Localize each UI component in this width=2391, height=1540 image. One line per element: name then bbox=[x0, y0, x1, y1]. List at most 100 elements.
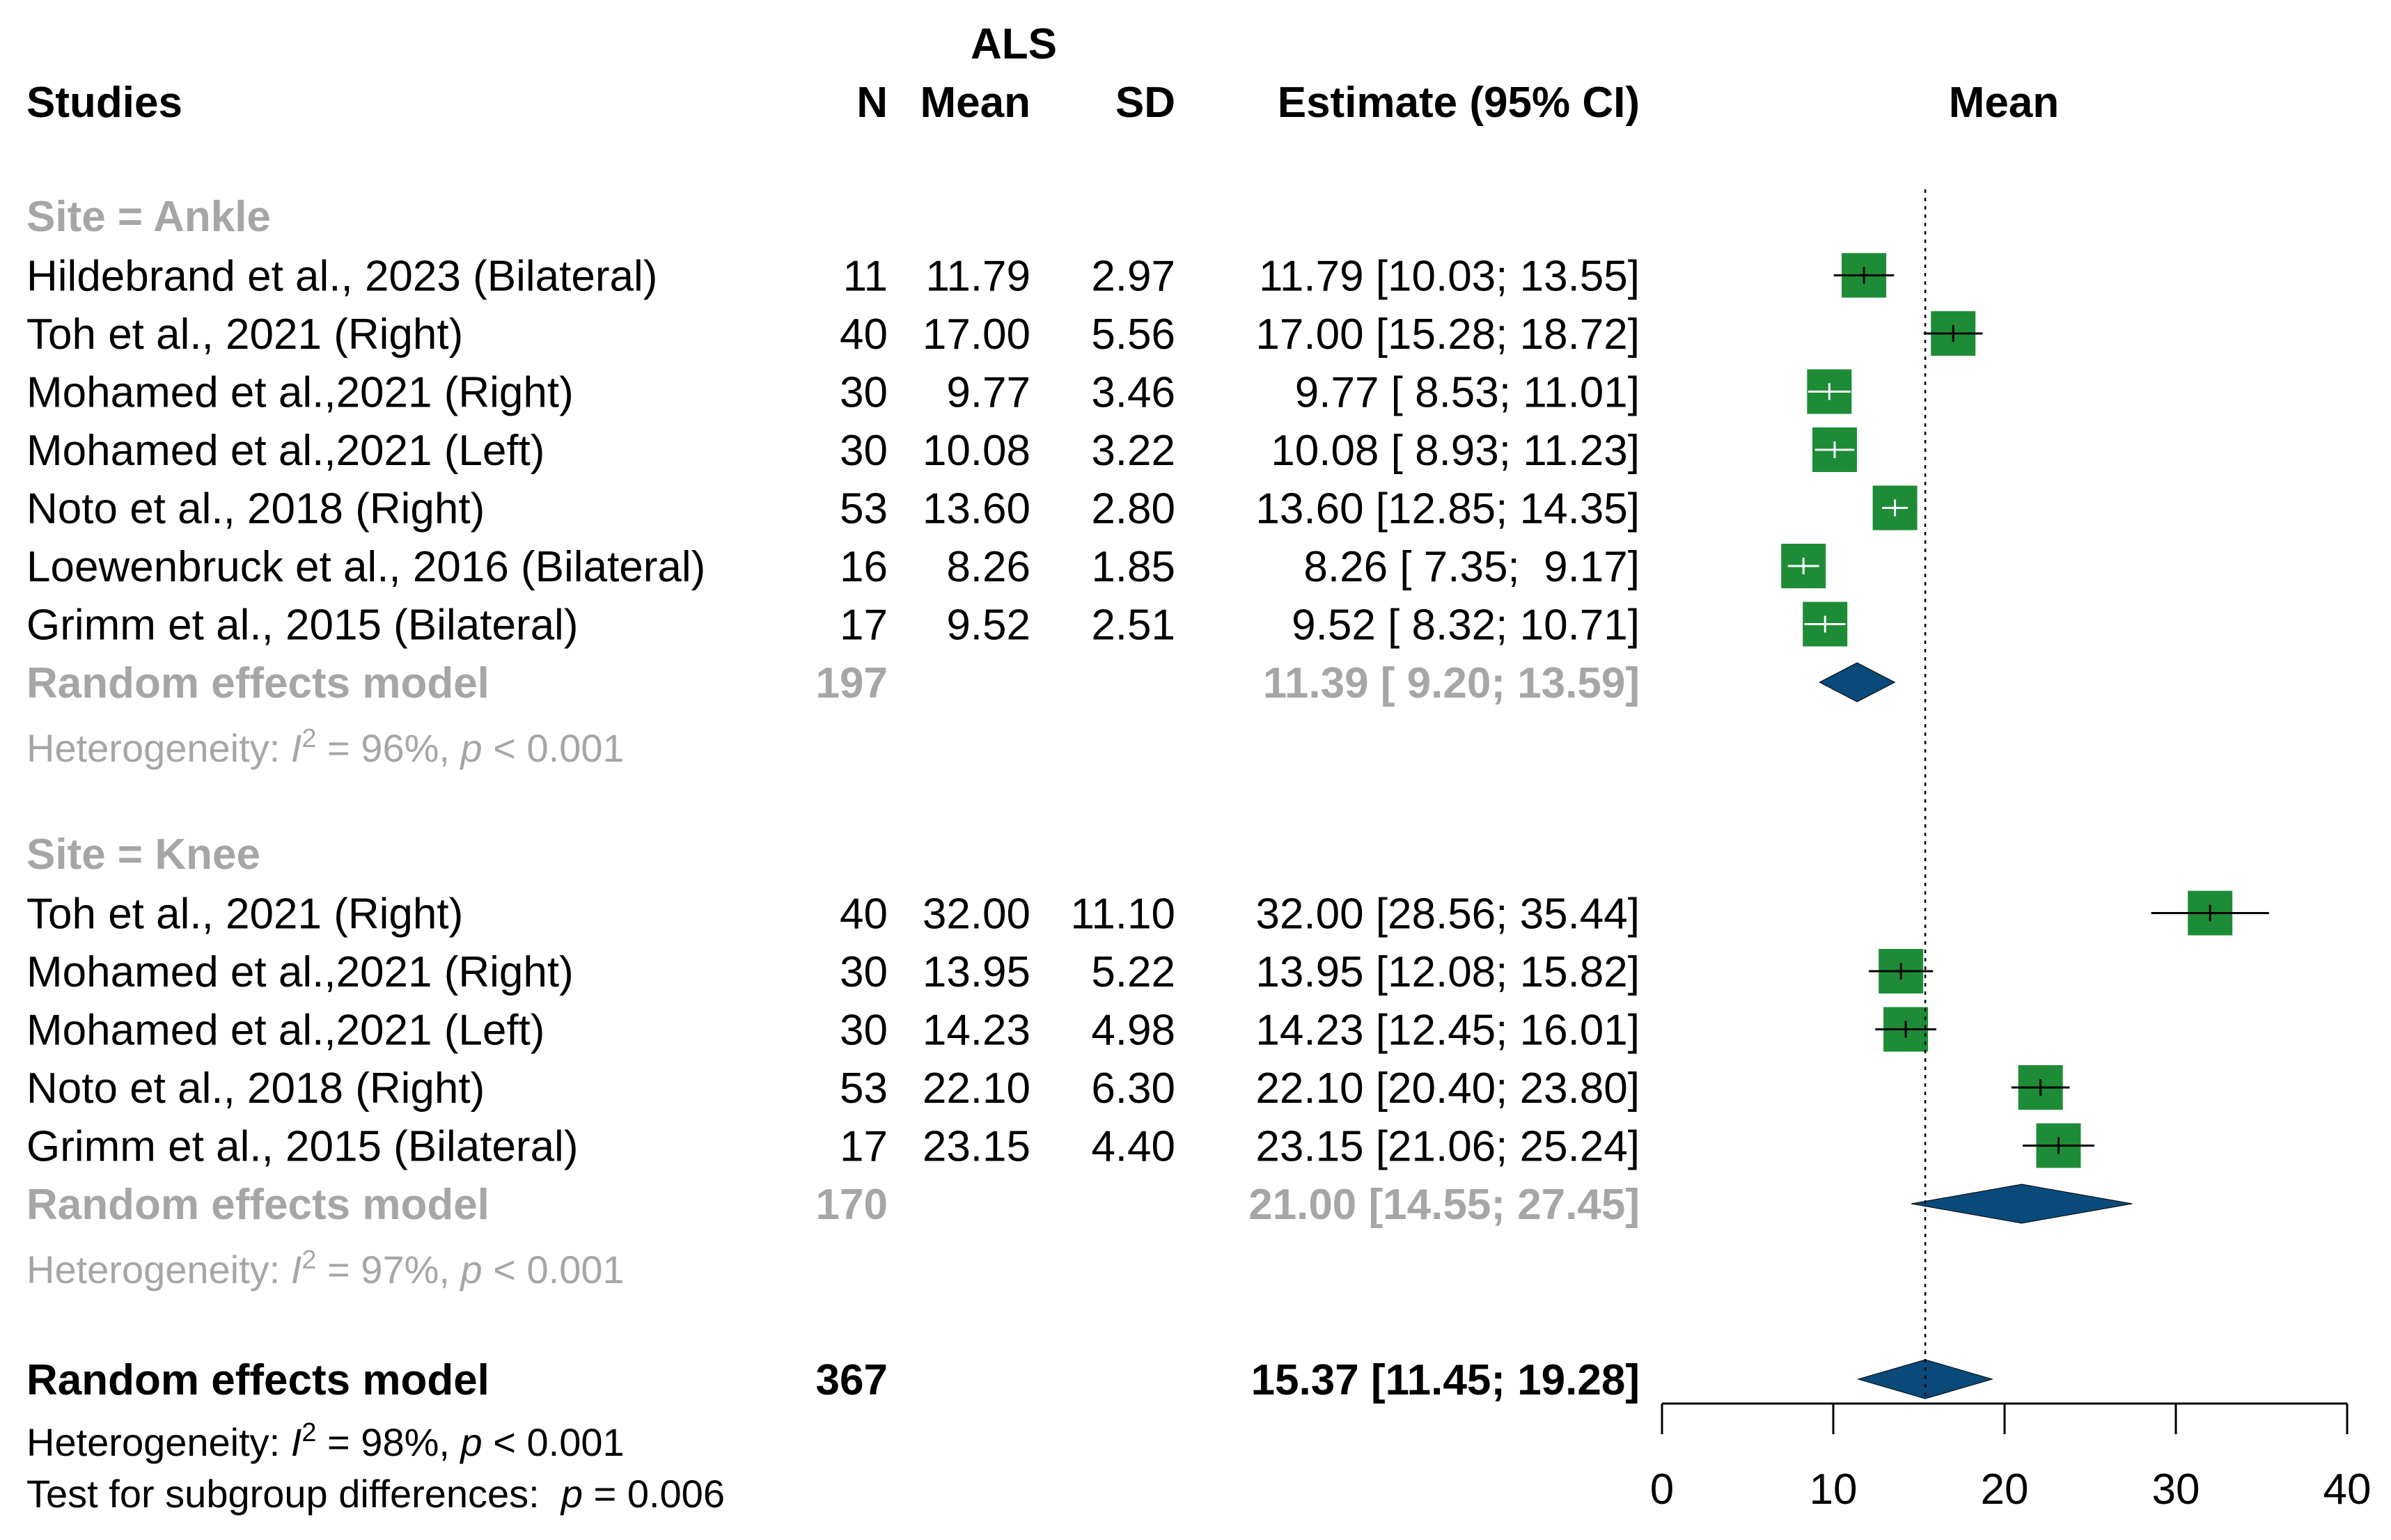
x-tick-label: 30 bbox=[2152, 1466, 2200, 1514]
heterogeneity-sup: 2 bbox=[301, 724, 316, 753]
study-n: 16 bbox=[840, 543, 888, 591]
study-mean: 14.23 bbox=[923, 1007, 1030, 1055]
subgroup-test: Test for subgroup differences: p = 0.006 bbox=[26, 1472, 725, 1516]
subgroup-model-n: 197 bbox=[816, 659, 888, 707]
study-name: Grimm et al., 2015 (Bilateral) bbox=[26, 602, 578, 650]
header-group-label: ALS bbox=[971, 20, 1057, 68]
study-sd: 3.22 bbox=[1091, 427, 1175, 475]
study-estimate: 13.60 [12.85; 14.35] bbox=[1255, 485, 1640, 533]
study-estimate: 13.95 [12.08; 15.82] bbox=[1255, 948, 1640, 996]
heterogeneity-pval: < 0.001 bbox=[483, 1248, 625, 1291]
study-estimate: 14.23 [12.45; 16.01] bbox=[1255, 1007, 1640, 1055]
study-name: Mohamed et al.,2021 (Right) bbox=[26, 948, 574, 996]
study-sd: 3.46 bbox=[1091, 369, 1175, 417]
study-mean: 17.00 bbox=[923, 311, 1030, 359]
study-name: Noto et al., 2018 (Right) bbox=[26, 485, 485, 533]
study-name: Noto et al., 2018 (Right) bbox=[26, 1064, 485, 1113]
x-tick-label: 10 bbox=[1810, 1466, 1858, 1514]
x-tick-label: 20 bbox=[1981, 1466, 2029, 1514]
subgroup-heterogeneity: Heterogeneity: I2 = 97%, p < 0.001 bbox=[26, 1246, 625, 1291]
study-n: 17 bbox=[840, 1123, 888, 1171]
subgroup-test-pval: = 0.006 bbox=[583, 1472, 725, 1516]
heterogeneity-sup: 2 bbox=[301, 1418, 316, 1447]
study-name: Grimm et al., 2015 (Bilateral) bbox=[26, 1123, 578, 1171]
overall-heterogeneity: Heterogeneity: I2 = 98%, p < 0.001 bbox=[26, 1418, 625, 1464]
study-mean: 32.00 bbox=[923, 890, 1030, 938]
heterogeneity-value: = 97%, bbox=[316, 1248, 460, 1291]
study-mean: 11.79 bbox=[925, 253, 1030, 301]
study-mean: 23.15 bbox=[923, 1123, 1030, 1171]
subgroup-model-n: 170 bbox=[816, 1181, 888, 1229]
header-estimate: Estimate (95% CI) bbox=[1278, 79, 1640, 127]
subgroup-title: Site = Knee bbox=[26, 831, 260, 879]
header-mean: Mean bbox=[920, 79, 1030, 127]
study-n: 40 bbox=[840, 890, 888, 938]
heterogeneity-p: p bbox=[460, 1420, 483, 1464]
overall-model-n: 367 bbox=[816, 1356, 888, 1404]
subgroup-model-label: Random effects model bbox=[26, 1181, 489, 1229]
header-sd: SD bbox=[1115, 79, 1175, 127]
study-mean: 13.95 bbox=[923, 948, 1030, 996]
study-estimate: 23.15 [21.06; 25.24] bbox=[1255, 1123, 1640, 1171]
subgroup-heterogeneity: Heterogeneity: I2 = 96%, p < 0.001 bbox=[26, 724, 625, 770]
study-n: 30 bbox=[840, 427, 888, 475]
study-sd: 1.85 bbox=[1091, 543, 1175, 591]
subgroup-model-estimate: 21.00 [14.55; 27.45] bbox=[1248, 1181, 1640, 1229]
study-sd: 4.98 bbox=[1091, 1007, 1175, 1055]
plot-area: 0 10 20 30 40 bbox=[1650, 189, 2372, 1514]
overall-model-estimate: 15.37 [11.45; 19.28] bbox=[1251, 1356, 1640, 1404]
heterogeneity-i: I bbox=[291, 726, 302, 770]
heterogeneity-sup: 2 bbox=[301, 1246, 316, 1275]
study-sd: 2.51 bbox=[1091, 602, 1175, 650]
header-n: N bbox=[856, 79, 888, 127]
study-sd: 4.40 bbox=[1091, 1123, 1175, 1171]
study-n: 11 bbox=[843, 253, 888, 301]
study-estimate: 10.08 [ 8.93; 11.23] bbox=[1271, 427, 1640, 475]
study-n: 53 bbox=[840, 1064, 888, 1113]
heterogeneity-i: I bbox=[291, 1248, 302, 1291]
study-estimate: 8.26 [ 7.35; 9.17] bbox=[1303, 543, 1640, 591]
study-sd: 5.56 bbox=[1091, 311, 1175, 359]
study-estimate: 22.10 [20.40; 23.80] bbox=[1255, 1064, 1640, 1113]
study-name: Toh et al., 2021 (Right) bbox=[26, 311, 463, 359]
study-sd: 2.97 bbox=[1091, 253, 1175, 301]
study-name: Mohamed et al.,2021 (Left) bbox=[26, 427, 544, 475]
subgroup-test-p: p bbox=[560, 1472, 583, 1516]
study-n: 30 bbox=[840, 1007, 888, 1055]
table-rows: Site = Ankle Hildebrand et al., 2023 (Bil… bbox=[26, 193, 1640, 1516]
header-studies: Studies bbox=[26, 79, 182, 127]
study-mean: 10.08 bbox=[923, 427, 1030, 475]
subgroup-model-diamond bbox=[1911, 1184, 2133, 1224]
heterogeneity-pval: < 0.001 bbox=[483, 1420, 625, 1464]
subgroup-title: Site = Ankle bbox=[26, 193, 271, 241]
subgroup-test-prefix: Test for subgroup differences: bbox=[26, 1472, 561, 1516]
heterogeneity-prefix: Heterogeneity: bbox=[26, 726, 291, 770]
x-tick-label: 0 bbox=[1650, 1466, 1674, 1514]
heterogeneity-value: = 96%, bbox=[316, 726, 460, 770]
study-sd: 2.80 bbox=[1091, 485, 1175, 533]
heterogeneity-pval: < 0.001 bbox=[483, 726, 625, 770]
study-n: 17 bbox=[840, 602, 888, 650]
study-mean: 22.10 bbox=[923, 1064, 1030, 1113]
study-estimate: 17.00 [15.28; 18.72] bbox=[1255, 311, 1640, 359]
study-mean: 13.60 bbox=[923, 485, 1030, 533]
heterogeneity-p: p bbox=[460, 1248, 483, 1291]
study-estimate: 11.79 [10.03; 13.55] bbox=[1259, 253, 1640, 301]
study-name: Toh et al., 2021 (Right) bbox=[26, 890, 463, 938]
study-name: Loewenbruck et al., 2016 (Bilateral) bbox=[26, 543, 705, 591]
study-n: 53 bbox=[840, 485, 888, 533]
study-n: 40 bbox=[840, 311, 888, 359]
header-plot-mean: Mean bbox=[1949, 79, 2059, 127]
x-tick-label: 40 bbox=[2323, 1466, 2372, 1514]
study-n: 30 bbox=[840, 369, 888, 417]
heterogeneity-p: p bbox=[460, 726, 483, 770]
study-sd: 11.10 bbox=[1070, 890, 1175, 938]
study-name: Hildebrand et al., 2023 (Bilateral) bbox=[26, 253, 657, 301]
study-estimate: 9.52 [ 8.32; 10.71] bbox=[1292, 602, 1640, 650]
study-name: Mohamed et al.,2021 (Right) bbox=[26, 369, 574, 417]
study-n: 30 bbox=[840, 948, 888, 996]
study-estimate: 9.77 [ 8.53; 11.01] bbox=[1295, 369, 1640, 417]
study-mean: 8.26 bbox=[946, 543, 1030, 591]
subgroup-model-diamond bbox=[1819, 662, 1896, 702]
